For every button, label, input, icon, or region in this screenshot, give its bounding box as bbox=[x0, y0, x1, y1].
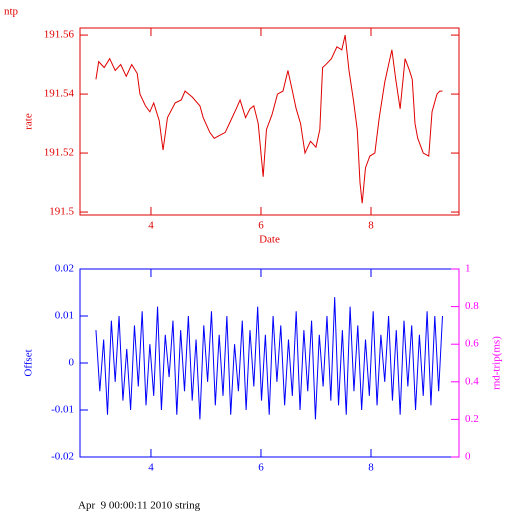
y2-tick-label: 0.6 bbox=[465, 338, 479, 350]
data-line bbox=[95, 297, 443, 420]
y2-axis-label: rnd-trip(ms) bbox=[491, 336, 503, 390]
y2-tick-label: 0.4 bbox=[465, 375, 479, 387]
footer: Apr 9 00:00:11 2010 string bbox=[78, 500, 201, 512]
chart-title: ntp bbox=[4, 6, 19, 18]
y2-tick-label: 0 bbox=[465, 451, 471, 463]
x-axis-label: Date bbox=[259, 234, 280, 246]
x-tick-label: 8 bbox=[368, 220, 374, 232]
x-tick-label: 4 bbox=[148, 220, 154, 232]
data-line bbox=[95, 34, 443, 204]
y-axis-label: Offset bbox=[23, 349, 35, 376]
x-tick-label: 6 bbox=[258, 462, 264, 474]
y-axis-label: rate bbox=[23, 113, 35, 130]
y2-tick-label: 0.8 bbox=[465, 300, 479, 312]
plot-frame bbox=[79, 27, 460, 216]
x-tick-label: 4 bbox=[148, 462, 154, 474]
y-tick-label: 0 bbox=[69, 357, 75, 369]
y-tick-label: 191.56 bbox=[44, 29, 75, 41]
y-tick-label: -0.01 bbox=[51, 404, 74, 416]
x-tick-label: 8 bbox=[368, 462, 374, 474]
y-tick-label: -0.02 bbox=[51, 451, 74, 463]
y-tick-label: 191.5 bbox=[49, 206, 74, 218]
y-tick-label: 0.01 bbox=[55, 310, 74, 322]
y-tick-label: 191.52 bbox=[44, 147, 74, 159]
y-tick-label: 191.54 bbox=[44, 88, 75, 100]
x-tick-label: 6 bbox=[258, 220, 264, 232]
y2-tick-label: 1 bbox=[465, 263, 471, 275]
y-tick-label: 0.02 bbox=[55, 263, 74, 275]
y2-tick-label: 0.2 bbox=[465, 413, 479, 425]
